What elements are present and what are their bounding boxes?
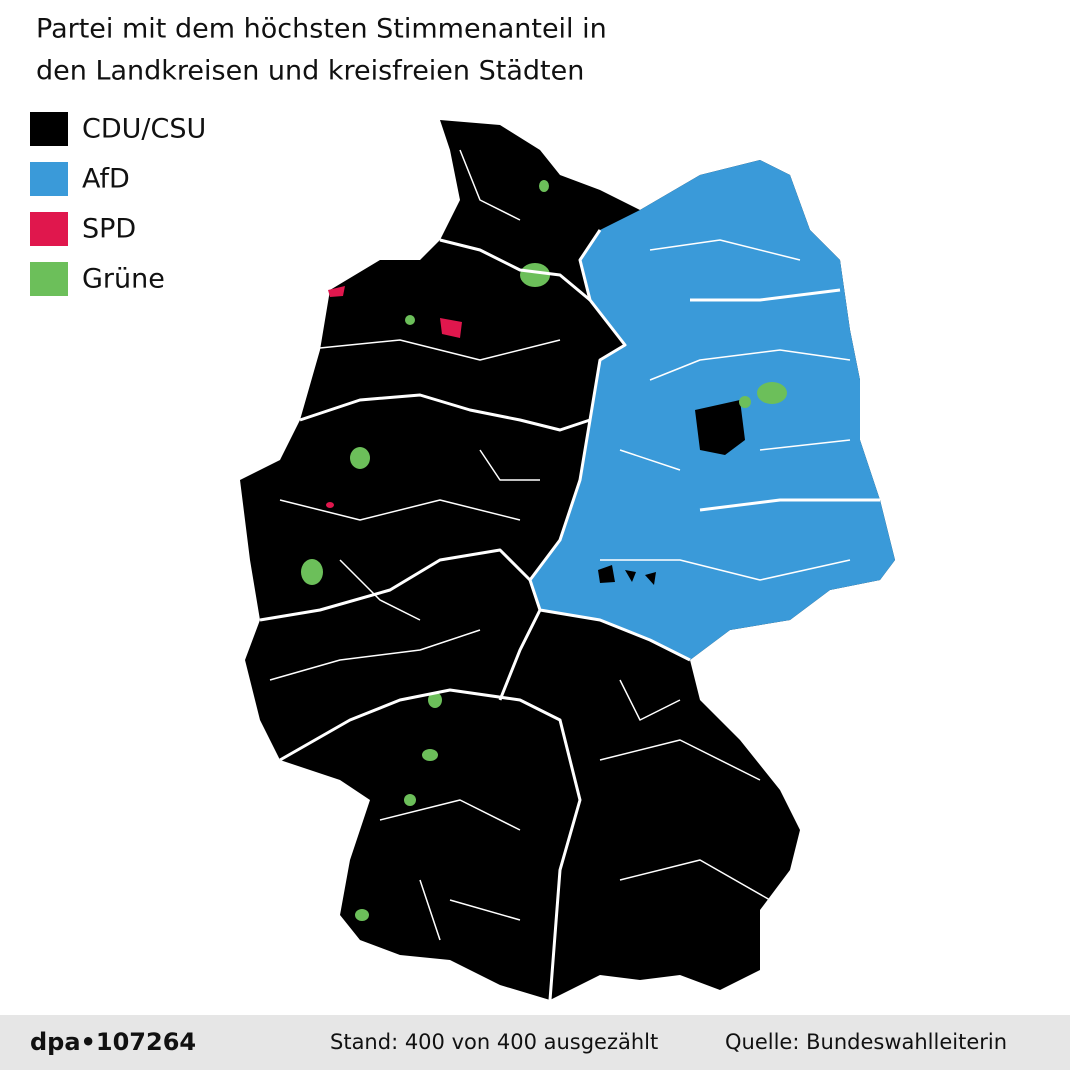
legend-swatch — [30, 162, 68, 196]
footer-band — [0, 1015, 1070, 1070]
legend-swatch — [30, 212, 68, 246]
legend-swatch — [30, 112, 68, 146]
title-line: Partei mit dem höchsten Stimmenanteil in — [36, 14, 607, 45]
footer-id: dpa•107264 — [30, 1028, 196, 1056]
state-border — [259, 238, 880, 1001]
region-spd — [326, 286, 462, 508]
region-cdu — [598, 400, 745, 585]
legend-label: SPD — [82, 214, 136, 245]
title-line: den Landkreisen und kreisfreien Städten — [36, 56, 584, 87]
legend-label: AfD — [82, 164, 130, 195]
legend-label: Grüne — [82, 264, 165, 295]
region-gruene — [301, 180, 787, 921]
germany-map — [240, 120, 895, 1001]
legend-label: CDU/CSU — [82, 114, 206, 145]
footer-status: Stand: 400 von 400 ausgezählt — [330, 1030, 658, 1054]
legend-swatch — [30, 262, 68, 296]
district-border — [269, 149, 851, 941]
footer-source: Quelle: Bundeswahlleiterin — [725, 1030, 1007, 1054]
legend: CDU/CSU AfD SPD Grüne — [30, 112, 206, 296]
